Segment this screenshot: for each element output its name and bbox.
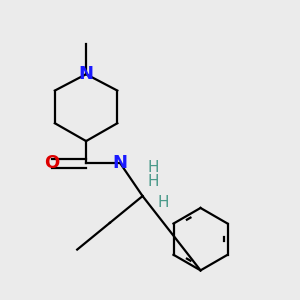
Text: N: N xyxy=(113,154,128,172)
Text: H: H xyxy=(158,194,169,209)
Text: H: H xyxy=(147,160,158,175)
Text: H: H xyxy=(147,174,158,189)
Text: O: O xyxy=(44,154,59,172)
Text: N: N xyxy=(79,65,94,83)
